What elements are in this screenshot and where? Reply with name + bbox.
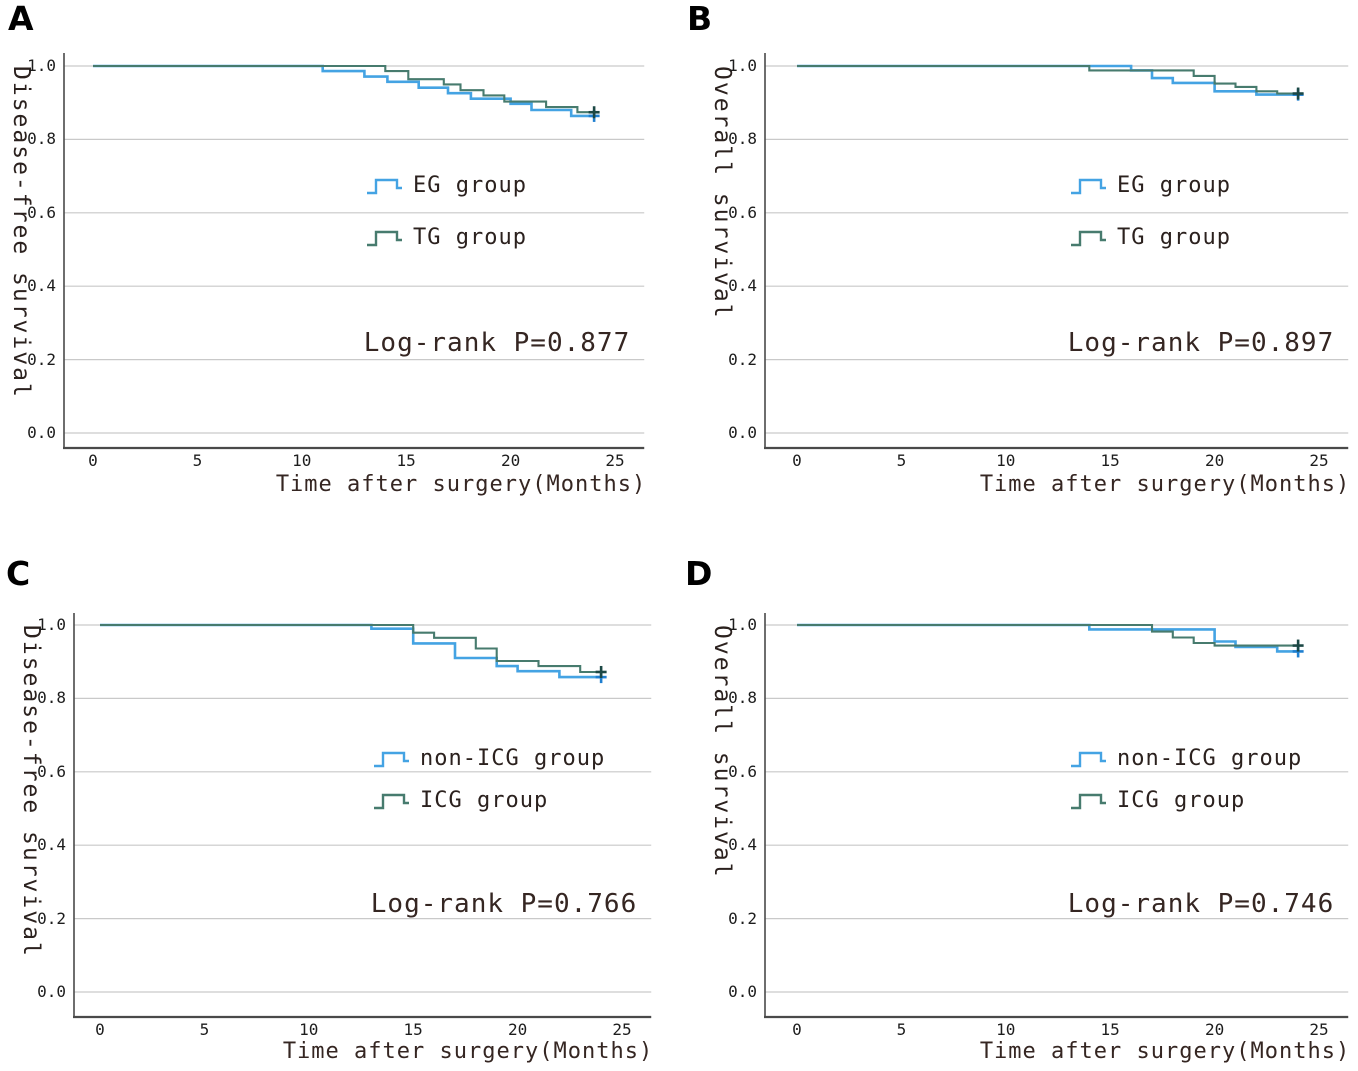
legend-key-step-line: [367, 230, 402, 247]
legend-key-step-line: [1071, 751, 1106, 768]
x-tick-label: 10: [996, 1020, 1016, 1039]
x-tick-label: 5: [199, 1020, 210, 1039]
legend-label: non-ICG group: [420, 746, 606, 771]
x-axis-title: Time after surgery(Months): [282, 1039, 654, 1064]
legend-label: TG group: [413, 225, 527, 250]
logrank-pvalue: Log-rank P=0.746: [1067, 889, 1335, 919]
y-tick-label: 0.6: [27, 202, 56, 222]
y-tick-label: 0.2: [27, 349, 56, 369]
x-tick-label: 10: [996, 451, 1016, 470]
legend-label: TG group: [1117, 225, 1231, 250]
y-tick-label: 0.0: [728, 982, 757, 1001]
legend-key-step-line: [1071, 793, 1106, 810]
x-tick-label: 5: [896, 1020, 907, 1039]
x-tick-label: 25: [612, 1020, 632, 1039]
x-tick-label: 0: [792, 1020, 802, 1039]
legend-label: EG group: [1117, 173, 1231, 198]
x-tick-label: 20: [500, 451, 521, 470]
panel-letter-c: C: [6, 554, 31, 593]
x-tick-label: 0: [88, 451, 98, 470]
km-plot-svg-a: [63, 53, 645, 450]
x-tick-label: 0: [95, 1020, 105, 1039]
y-tick-label: 0.6: [728, 202, 757, 222]
x-tick-label: 5: [192, 451, 203, 470]
x-tick-label: 15: [1100, 1020, 1120, 1039]
legend-key-step-line: [1071, 230, 1106, 247]
km-plot-svg-c: [73, 613, 652, 1019]
y-tick-label: 0.0: [37, 982, 66, 1001]
legend-label: ICG group: [420, 788, 549, 813]
km-plot-svg-d: [764, 613, 1349, 1019]
x-tick-label: 15: [1100, 451, 1120, 470]
legend-key-step-line: [374, 793, 409, 810]
x-tick-label: 25: [1309, 451, 1329, 470]
y-tick-label: 0.8: [728, 688, 757, 708]
y-tick-label: 0.4: [728, 276, 757, 296]
y-tick-label: 1.0: [728, 615, 757, 634]
panel-letter-d: D: [685, 554, 713, 593]
panel-d: D Overall survival 1.0 0.8 0.6 0.4 0.2 0…: [679, 535, 1358, 1071]
y-tick-label: 0.6: [37, 761, 66, 781]
x-tick-label: 20: [507, 1020, 528, 1039]
y-tick-label: 0.8: [37, 688, 66, 708]
y-tick-label: 1.0: [728, 56, 757, 75]
y-tick-label: 1.0: [27, 56, 56, 75]
legend-label: non-ICG group: [1117, 746, 1303, 771]
x-tick-label: 15: [403, 1020, 423, 1039]
panel-c: C Disease-free survival 1.0 0.8 0.6 0.4 …: [0, 535, 679, 1071]
y-tick-label: 0.4: [37, 835, 66, 855]
x-tick-label: 25: [605, 451, 625, 470]
y-tick-label: 0.2: [728, 349, 757, 369]
y-tick-label: 1.0: [37, 615, 66, 634]
legend-label: ICG group: [1117, 788, 1246, 813]
x-tick-label: 25: [1309, 1020, 1329, 1039]
x-tick-label: 20: [1204, 451, 1225, 470]
y-tick-label: 0.2: [728, 908, 757, 928]
x-axis-title: Time after surgery(Months): [979, 1039, 1351, 1064]
x-axis-title: Time after surgery(Months): [979, 472, 1351, 497]
y-axis-title: Overall survival: [709, 625, 735, 879]
panel-b: B Overall survival 1.0 0.8 0.6 0.4 0.2 0…: [679, 0, 1358, 535]
x-tick-label: 5: [896, 451, 907, 470]
y-tick-label: 0.4: [27, 276, 56, 296]
km-plot-svg-b: [764, 53, 1349, 450]
panel-letter-a: A: [8, 0, 34, 38]
legend-key-step-line: [374, 751, 409, 768]
legend-key-step-line: [367, 178, 402, 195]
panel-a: A Disease-free survival 1.0 0.8 0.6 0.4 …: [0, 0, 679, 535]
x-tick-label: 15: [396, 451, 416, 470]
legend-label: EG group: [413, 173, 527, 198]
logrank-pvalue: Log-rank P=0.897: [1067, 328, 1335, 358]
y-tick-label: 0.8: [27, 129, 56, 149]
y-tick-label: 0.2: [37, 908, 66, 928]
logrank-pvalue: Log-rank P=0.877: [363, 328, 631, 358]
x-tick-label: 20: [1204, 1020, 1225, 1039]
x-tick-label: 10: [292, 451, 312, 470]
x-axis-title: Time after surgery(Months): [275, 472, 647, 497]
y-tick-label: 0.8: [728, 129, 757, 149]
logrank-pvalue: Log-rank P=0.766: [370, 889, 638, 919]
y-tick-label: 0.4: [728, 835, 757, 855]
x-tick-label: 0: [792, 451, 802, 470]
y-axis-title: Disease-free survival: [8, 66, 34, 399]
y-tick-label: 0.6: [728, 761, 757, 781]
y-axis-title: Overall survival: [709, 66, 735, 320]
panel-letter-b: B: [687, 0, 713, 38]
y-tick-label: 0.0: [728, 423, 757, 442]
y-axis-title: Disease-free survival: [18, 625, 44, 958]
legend-key-step-line: [1071, 178, 1106, 195]
y-tick-label: 0.0: [27, 423, 56, 442]
x-tick-label: 10: [299, 1020, 319, 1039]
